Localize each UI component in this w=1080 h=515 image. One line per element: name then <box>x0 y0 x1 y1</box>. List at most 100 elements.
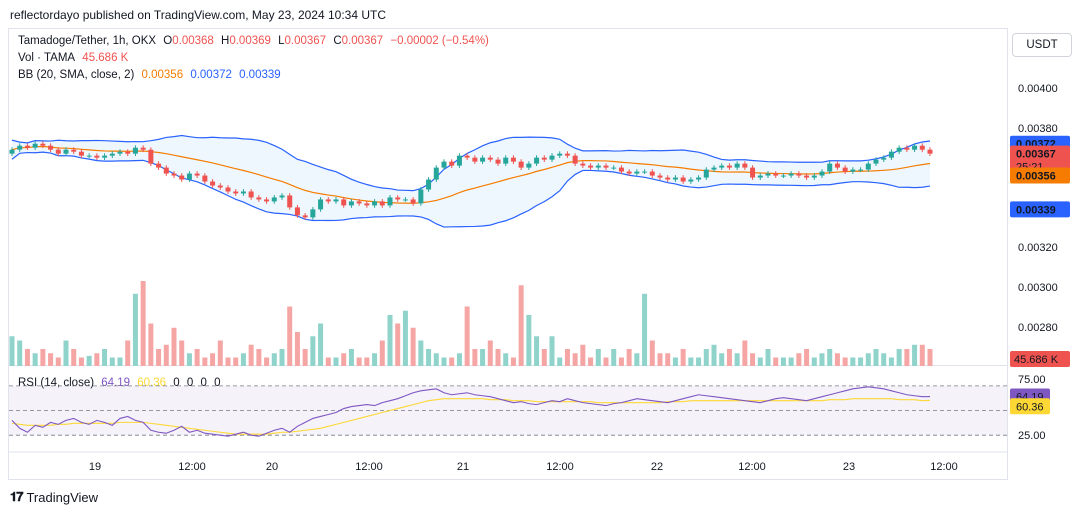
candle-body <box>788 173 794 176</box>
candle-body <box>595 165 601 168</box>
volume-bar <box>881 353 887 366</box>
rsi-extra-2: 0 <box>200 377 207 389</box>
candle-body <box>441 161 447 168</box>
legend-bb: BB (20, SMA, close, 2) 0.00356 0.00372 0… <box>18 69 285 81</box>
candle-body <box>672 177 678 180</box>
candle-body <box>557 153 563 156</box>
volume-bar <box>17 340 23 366</box>
rsi-tick-label: 75.00 <box>1018 374 1046 386</box>
low-value: 0.00367 <box>284 35 327 47</box>
currency-button[interactable]: USDT <box>1012 33 1072 57</box>
legend-close: C0.00367 <box>333 35 383 47</box>
volume-bar <box>642 293 648 366</box>
candle-body <box>858 169 864 171</box>
volume-bar <box>788 357 794 366</box>
volume-bar <box>379 340 385 366</box>
volume-bar <box>279 349 285 366</box>
candle-body <box>387 197 393 206</box>
candle-body <box>703 169 709 178</box>
price-tick-label: 0.00280 <box>1018 322 1058 334</box>
candle-body <box>418 189 424 204</box>
candle-body <box>132 147 138 154</box>
volume-bar <box>310 336 316 366</box>
tradingview-wordmark: TradingView <box>26 489 99 505</box>
candle-body <box>379 201 385 206</box>
volume-bar <box>364 357 370 366</box>
close-value: 0.00367 <box>341 35 384 47</box>
legend-ohlc: Tamadoge/Tether, 1h, OKX O0.00368 H0.003… <box>18 35 493 47</box>
volume-bar <box>225 357 231 366</box>
volume-bar <box>302 349 308 366</box>
candle-body <box>356 201 362 204</box>
time-tick-label: 23 <box>843 461 855 473</box>
candle-body <box>426 179 432 190</box>
candle-body <box>564 153 570 156</box>
volume-bar <box>842 357 848 366</box>
candle-body <box>680 177 686 182</box>
volume-bar <box>858 357 864 366</box>
volume-bar <box>603 357 609 366</box>
candle-body <box>186 173 192 180</box>
time-tick-label: 12:00 <box>178 461 206 473</box>
volume-bar <box>9 336 15 366</box>
volume-bar <box>40 349 46 366</box>
volume-bar <box>233 357 239 366</box>
volume-bar <box>665 353 671 366</box>
volume-bar <box>464 306 470 366</box>
volume-bar <box>850 357 856 366</box>
candle-body <box>611 167 617 169</box>
candle-body <box>233 191 239 194</box>
volume-bar <box>341 353 347 366</box>
volume-bar <box>873 349 879 366</box>
volume-bar <box>402 310 408 366</box>
open-value: 0.00368 <box>172 35 214 47</box>
candle-body <box>642 171 648 173</box>
volume-bar <box>240 353 246 366</box>
volume-bar <box>271 353 277 366</box>
volume-bar <box>819 353 825 366</box>
candle-body <box>456 155 462 166</box>
volume-bar <box>156 349 162 366</box>
volume-bar <box>649 340 655 366</box>
volume-bar <box>572 353 578 366</box>
volume-bar <box>719 353 725 366</box>
volume-bar <box>125 340 131 366</box>
candle-body <box>395 197 401 200</box>
time-tick-label: 12:00 <box>355 461 383 473</box>
volume-bar <box>757 357 763 366</box>
candle-body <box>341 199 347 206</box>
volume-bar <box>919 344 925 366</box>
volume-bar <box>780 357 786 366</box>
volume-bar <box>63 340 69 366</box>
volume-bar <box>433 353 439 366</box>
volume-bar <box>495 349 501 366</box>
price-tick-label: 0.00320 <box>1018 242 1058 254</box>
candle-body <box>333 199 339 202</box>
last-price-label-bg <box>1010 145 1070 174</box>
candle-body <box>811 175 817 178</box>
candle-body <box>503 157 509 164</box>
candle-body <box>580 163 586 166</box>
volume-bar <box>55 357 61 366</box>
bb-basis-line <box>11 145 931 204</box>
volume-bar <box>750 353 756 366</box>
candle-body <box>279 195 285 198</box>
volume-bar <box>71 349 77 366</box>
candle-body <box>225 187 231 192</box>
volume-bar <box>441 357 447 366</box>
chart-frame[interactable] <box>8 28 1008 480</box>
bb-label: BB (20, SMA, close, 2) <box>18 69 135 81</box>
volume-bar <box>927 349 933 366</box>
volume-bar <box>356 357 362 366</box>
candle-body <box>912 145 918 150</box>
volume-bar <box>186 353 192 366</box>
candle-body <box>310 209 316 218</box>
candle-body <box>94 155 100 158</box>
price-tick-label: 0.00400 <box>1018 83 1058 95</box>
candle-body <box>873 159 879 164</box>
candle-body <box>410 199 416 204</box>
candle-body <box>271 197 277 202</box>
volume-bar <box>117 357 123 366</box>
candle-body <box>55 149 61 154</box>
